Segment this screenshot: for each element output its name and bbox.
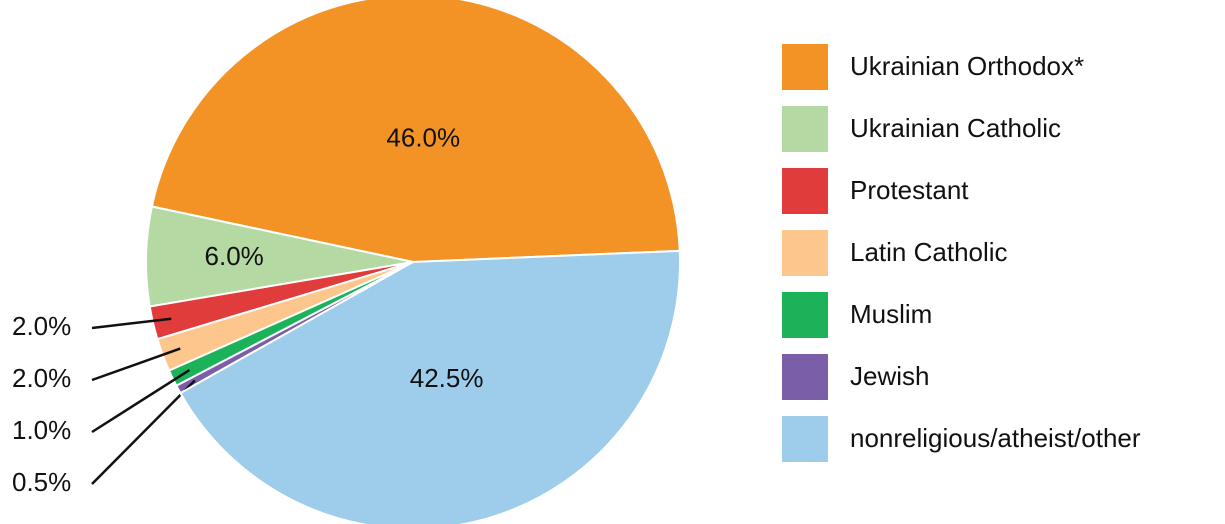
slice-label: 2.0% [12, 363, 71, 393]
pie-slice [150, 0, 681, 264]
slice-label: 46.0% [386, 122, 460, 152]
legend-swatch [782, 44, 828, 90]
legend-label: Ukrainian Catholic [850, 113, 1061, 143]
legend-swatch [782, 230, 828, 276]
legend-label: Protestant [850, 175, 969, 205]
leader-line [91, 369, 191, 434]
legend-swatch [782, 416, 828, 462]
leader-line [91, 379, 196, 485]
legend-swatch [782, 106, 828, 152]
leader-line [91, 347, 181, 382]
pie-slice [179, 249, 681, 524]
slice-label: 42.5% [410, 363, 484, 393]
legend-label: Jewish [850, 361, 929, 391]
legend-swatch [782, 168, 828, 214]
legend-label: Muslim [850, 299, 932, 329]
legend-label: nonreligious/atheist/other [850, 423, 1141, 453]
legend-swatch [782, 354, 828, 400]
slice-label: 2.0% [12, 311, 71, 341]
slice-label: 0.5% [12, 467, 71, 497]
legend-swatch [782, 292, 828, 338]
slice-label: 6.0% [205, 241, 264, 271]
leader-line [91, 317, 172, 330]
legend-label: Ukrainian Orthodox* [850, 51, 1084, 81]
slice-label: 1.0% [12, 415, 71, 445]
legend-label: Latin Catholic [850, 237, 1008, 267]
